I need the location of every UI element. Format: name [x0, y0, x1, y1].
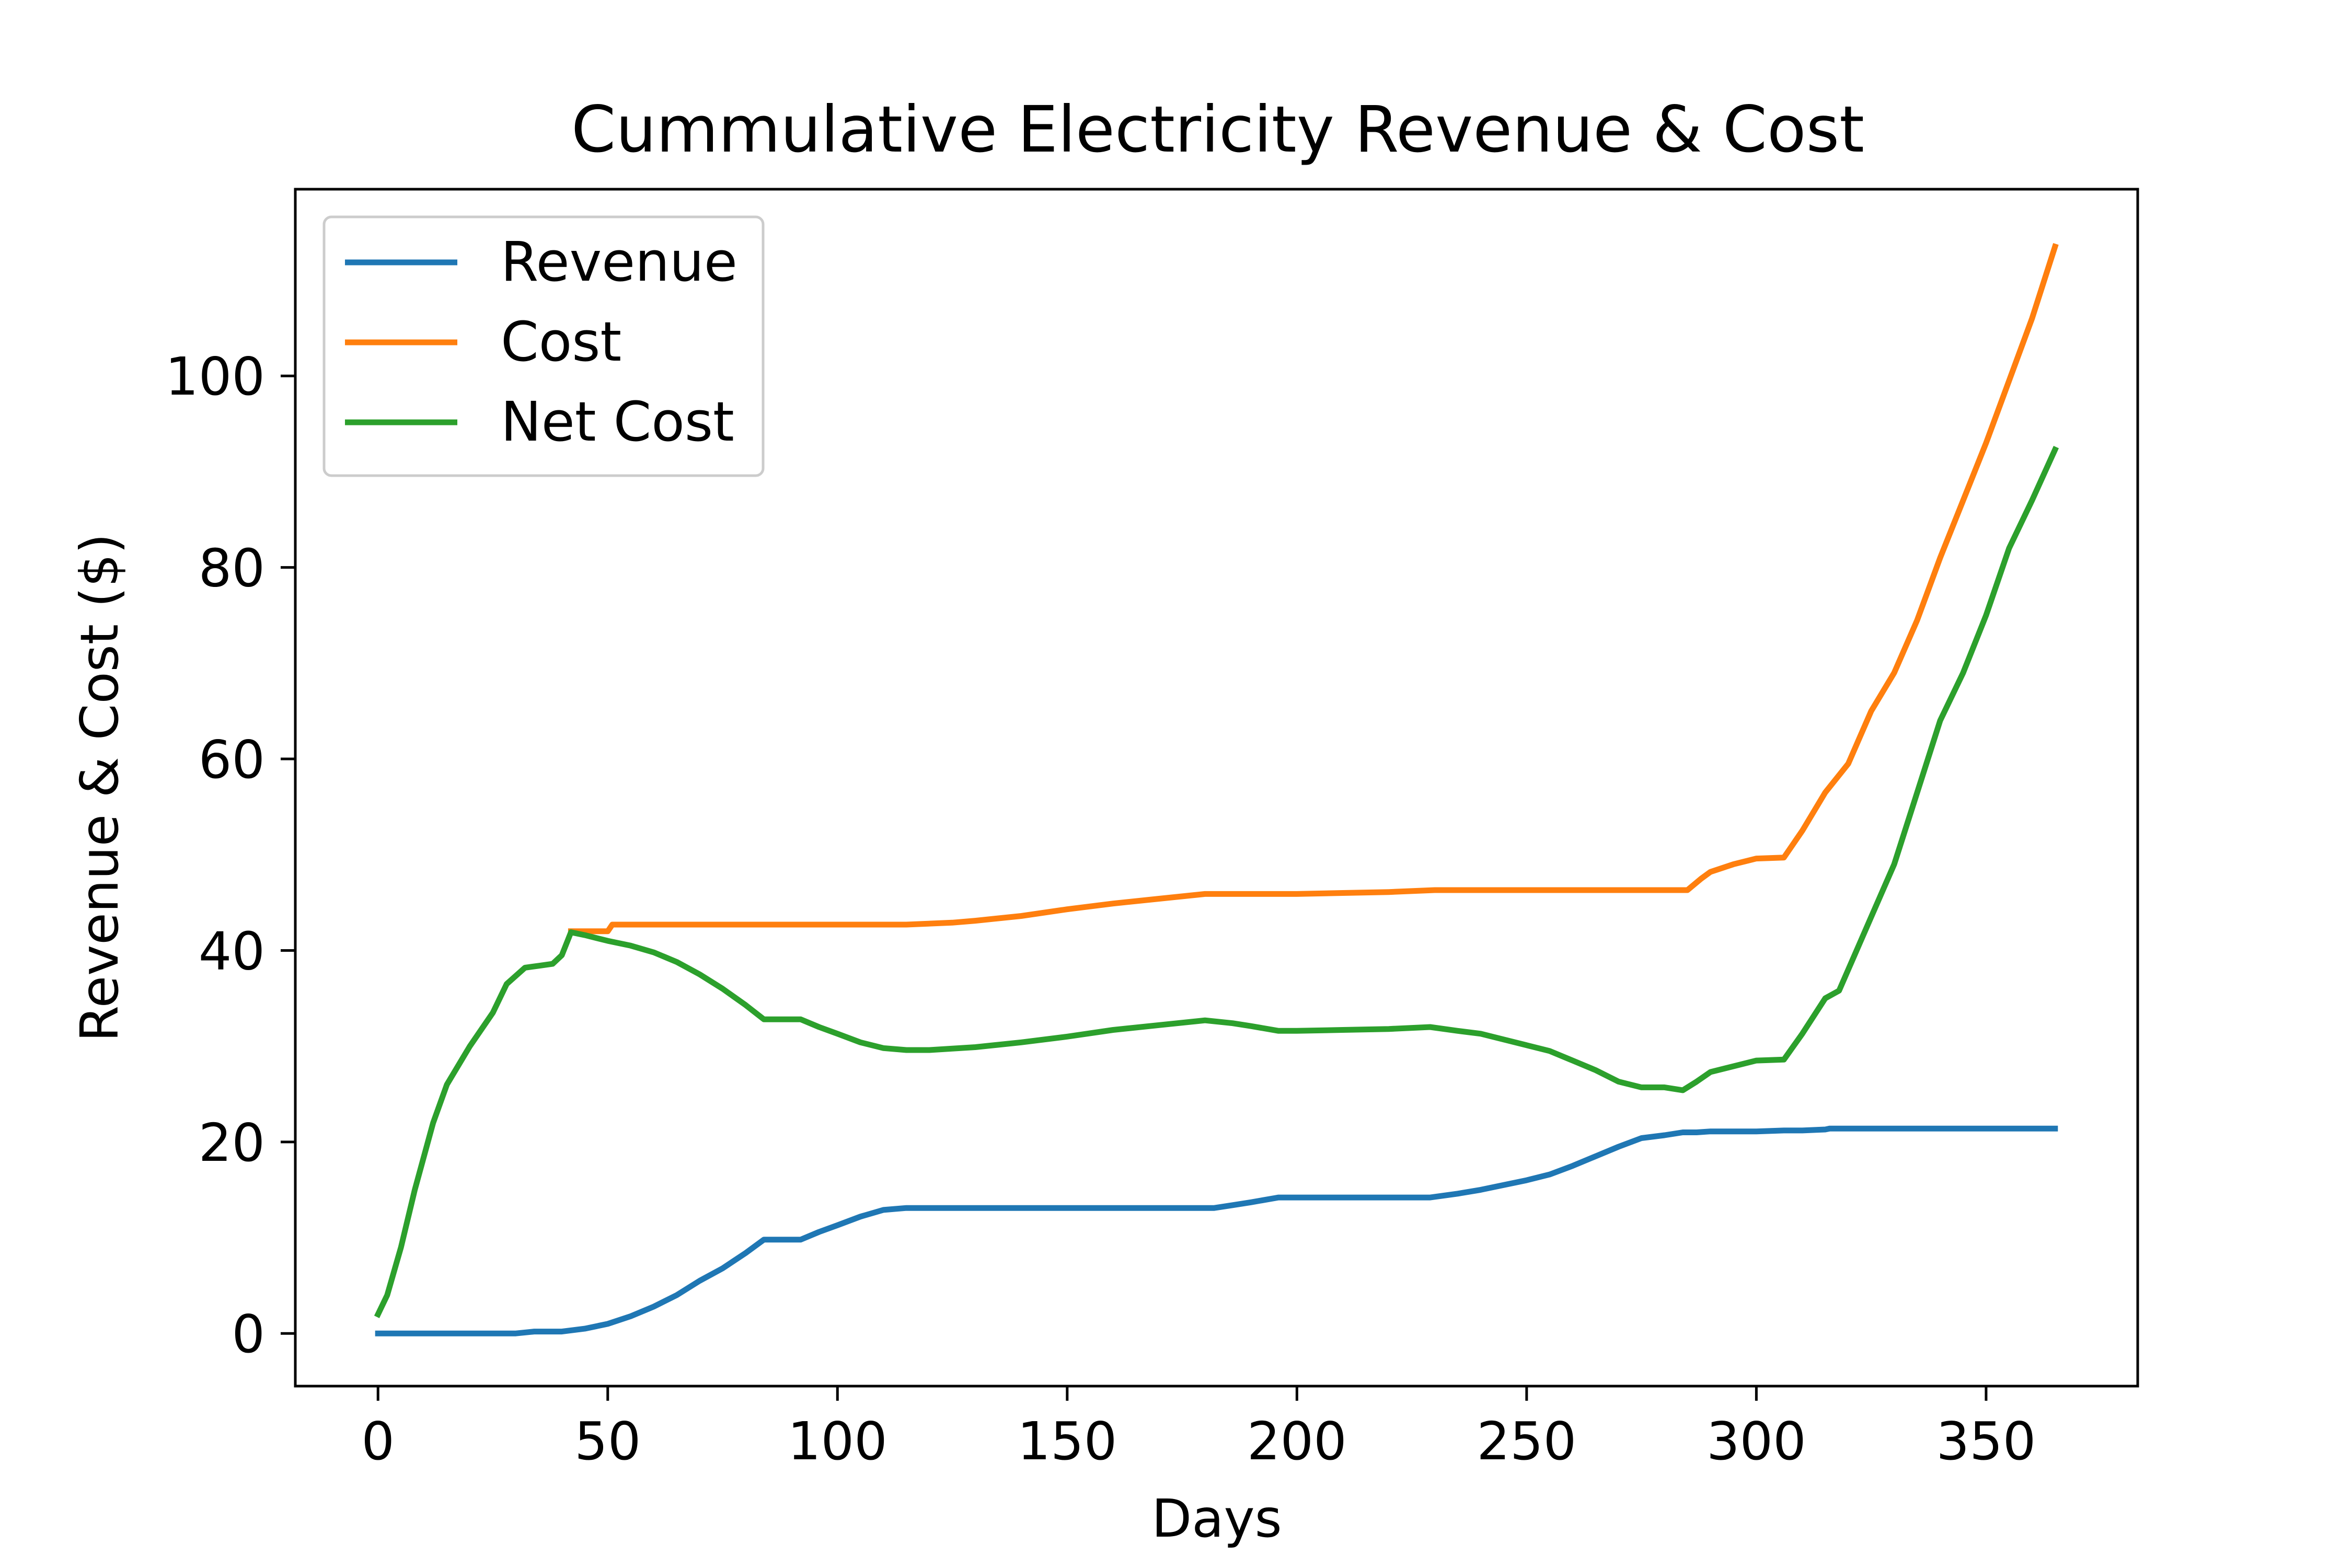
legend-label-net-cost: Net Cost — [501, 390, 734, 454]
y-tick-label: 0 — [232, 1304, 265, 1365]
x-tick-label: 0 — [361, 1411, 395, 1472]
x-tick-label: 300 — [1707, 1411, 1806, 1472]
y-tick-label: 20 — [199, 1112, 265, 1173]
x-tick-label: 350 — [1936, 1411, 2036, 1472]
x-axis: 0 50 100 150 200 250 300 350 — [361, 1386, 2036, 1472]
series-line-revenue — [375, 1125, 2058, 1336]
x-tick-label: 50 — [574, 1411, 641, 1472]
series-line-net-cost — [374, 446, 2059, 1318]
legend-label-cost: Cost — [501, 310, 621, 374]
y-tick-label: 60 — [199, 729, 265, 790]
y-axis-label: Revenue & Cost ($) — [69, 534, 130, 1042]
y-axis: 0 20 40 60 80 100 — [165, 346, 295, 1365]
plot-area — [294, 188, 2139, 1388]
x-axis-label: Days — [1151, 1488, 1282, 1549]
x-tick-label: 200 — [1247, 1411, 1347, 1472]
y-tick-label: 80 — [199, 538, 265, 599]
y-tick-label: 100 — [165, 346, 265, 407]
plot-frame — [294, 188, 2139, 1388]
chart-title: Cummulative Electricity Revenue & Cost — [571, 93, 1864, 167]
legend: Revenue Cost Net Cost — [322, 215, 765, 477]
series-layer — [374, 243, 2059, 1336]
legend-frame — [322, 215, 765, 477]
x-tick-label: 100 — [788, 1411, 887, 1472]
x-tick-label: 250 — [1477, 1411, 1576, 1472]
y-tick-label: 40 — [199, 920, 265, 982]
x-tick-label: 150 — [1017, 1411, 1117, 1472]
legend-label-revenue: Revenue — [501, 230, 737, 294]
series-line-cost — [568, 243, 2059, 935]
